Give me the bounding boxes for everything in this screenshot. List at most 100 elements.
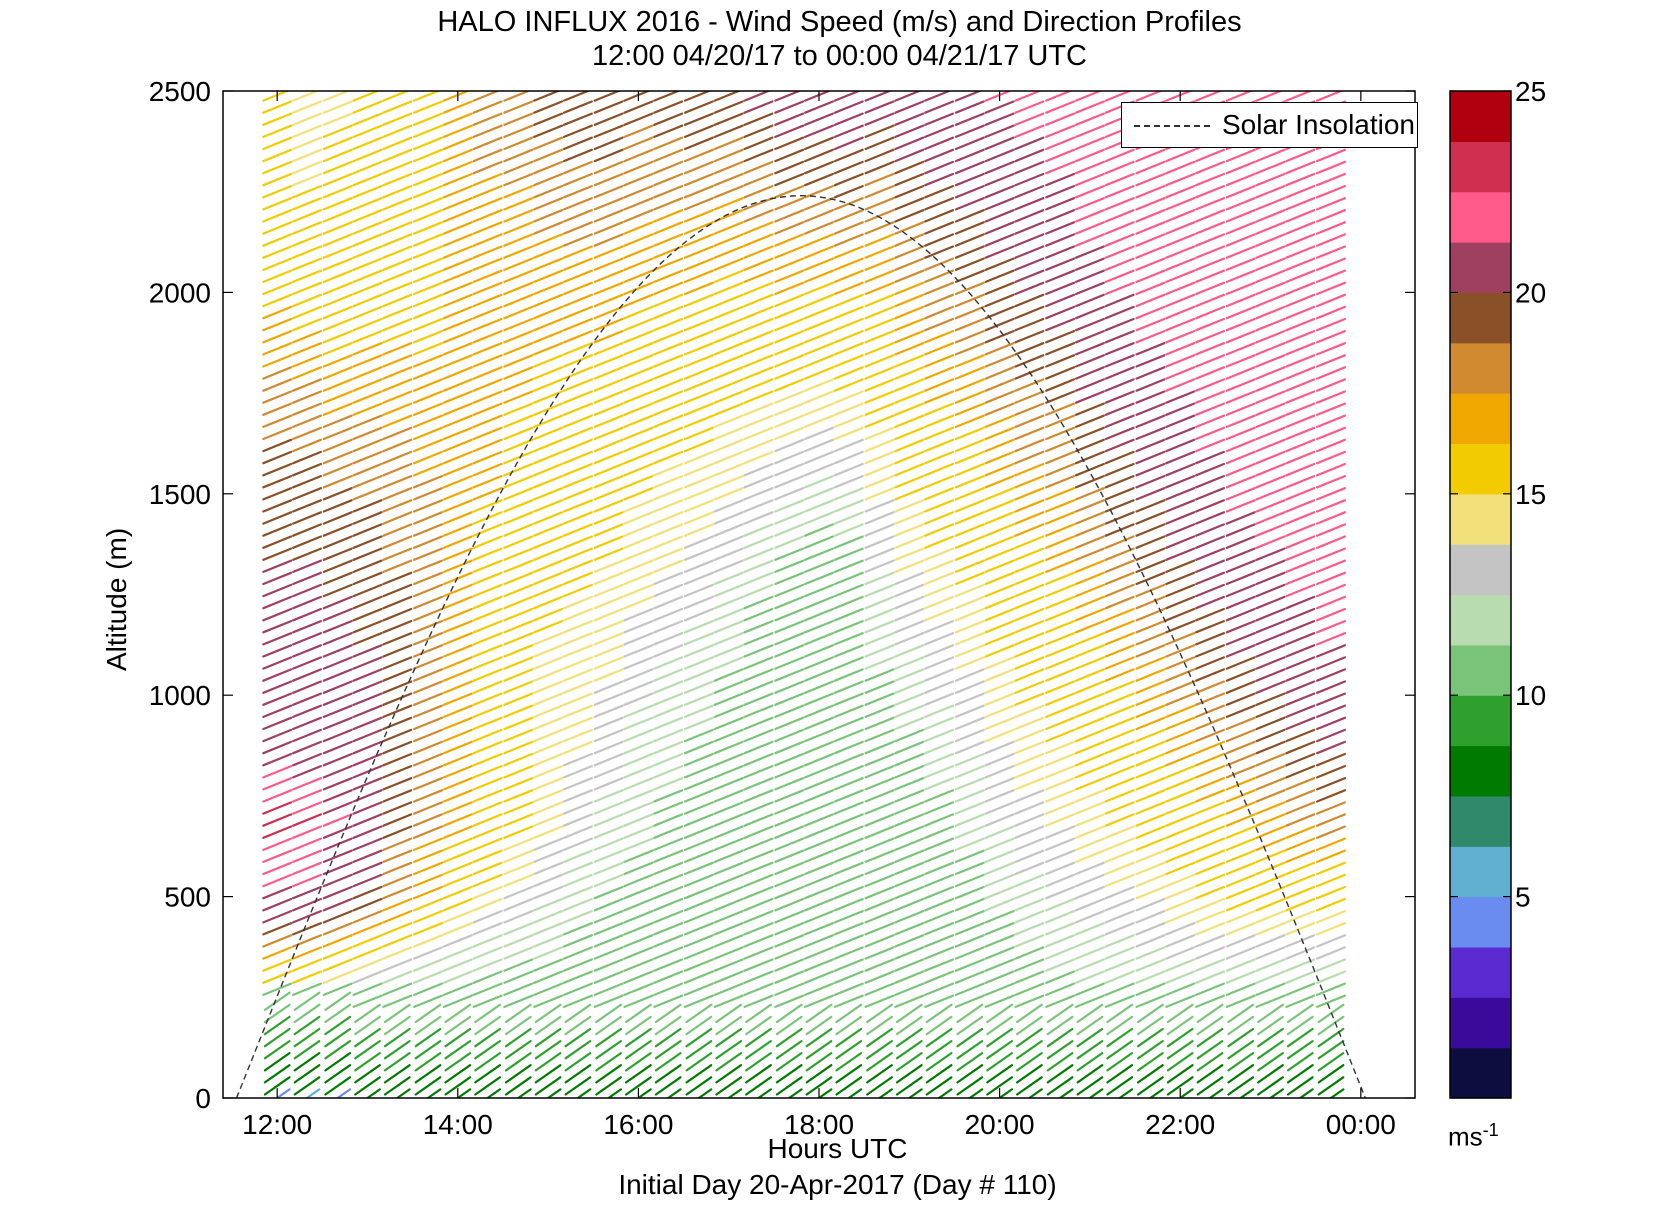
wind-barb: [322, 148, 353, 163]
wind-barb: [533, 813, 564, 827]
wind-barb: [774, 619, 805, 634]
wind-barb: [774, 873, 805, 888]
wind-barb: [924, 245, 955, 259]
wind-barb: [683, 185, 714, 199]
wind-barb: [1255, 402, 1286, 416]
wind-barb: [1255, 922, 1286, 936]
wind-barb: [533, 861, 564, 876]
wind-barb: [1165, 438, 1196, 453]
wind-barb: [413, 632, 443, 646]
wind-barb: [956, 1051, 984, 1072]
wind-barb: [956, 1015, 984, 1036]
wind-barb: [894, 632, 925, 646]
wind-barb: [624, 1064, 652, 1084]
wind-barb: [1194, 487, 1226, 501]
wind-barb: [442, 475, 473, 489]
wind-barb: [683, 958, 714, 972]
wind-barb: [683, 873, 714, 888]
wind-barb: [864, 354, 895, 368]
wind-barb: [713, 317, 744, 332]
wind-barb: [1074, 922, 1105, 936]
wind-barb: [1298, 1088, 1314, 1098]
wind-barb: [653, 511, 684, 525]
wind-barb: [653, 366, 684, 380]
wind-barb: [654, 1027, 682, 1048]
wind-barb: [1315, 885, 1347, 900]
wind-barb: [803, 583, 835, 598]
wind-barb: [1074, 547, 1105, 561]
wind-barb: [352, 257, 383, 271]
wind-barb: [984, 764, 1015, 779]
wind-barb: [954, 535, 985, 549]
wind-barb: [503, 607, 534, 622]
wind-barb: [803, 801, 835, 815]
wind-barb: [292, 619, 322, 634]
wind-barb: [1014, 909, 1045, 924]
wind-barb: [1165, 245, 1196, 259]
wind-barb: [1285, 801, 1316, 815]
wind-barb: [1225, 909, 1256, 924]
wind-barb: [352, 849, 383, 864]
wind-barb: [442, 535, 473, 549]
wind-barb: [442, 402, 473, 416]
wind-barb: [593, 692, 624, 706]
wind-barb: [352, 571, 383, 586]
wind-barb: [533, 559, 564, 574]
wind-barb: [683, 136, 714, 151]
wind-barb: [472, 197, 503, 211]
wind-barb: [833, 511, 864, 525]
wind-barb: [623, 716, 654, 731]
wind-barb: [413, 740, 443, 755]
wind-barb: [1165, 994, 1196, 1009]
wind-barb: [1135, 535, 1166, 549]
wind-barb: [623, 124, 654, 138]
wind-barb: [653, 148, 684, 163]
wind-barb: [683, 402, 714, 416]
wind-barb: [1286, 1003, 1314, 1024]
wind-barb: [322, 740, 353, 755]
wind-barb: [924, 897, 955, 912]
wind-barb: [533, 317, 564, 332]
wind-barb: [262, 656, 293, 670]
wind-barb: [472, 764, 503, 779]
wind-barb: [954, 366, 985, 380]
wind-barb: [1285, 402, 1316, 416]
wind-barb: [503, 136, 534, 151]
wind-barb: [1285, 317, 1316, 332]
wind-barb: [292, 438, 322, 453]
wind-barb: [803, 136, 835, 151]
wind-barb: [1194, 148, 1226, 163]
wind-barb: [984, 559, 1015, 574]
wind-barb: [503, 777, 534, 791]
wind-barb: [623, 342, 654, 356]
wind-barb: [262, 390, 293, 404]
wind-barb: [653, 209, 684, 223]
wind-barb: [472, 293, 503, 308]
wind-barb: [833, 185, 864, 199]
wind-barb: [1165, 619, 1196, 634]
wind-barb: [413, 475, 443, 489]
wind-barb: [1315, 632, 1347, 646]
wind-barb: [894, 281, 925, 296]
y-tick-label: 500: [164, 882, 211, 913]
wind-barb: [1015, 1015, 1043, 1036]
wind-barb: [533, 185, 564, 199]
wind-barb: [894, 366, 925, 380]
wind-barb: [1285, 595, 1316, 610]
wind-barb: [833, 245, 864, 259]
wind-barb: [653, 402, 684, 416]
wind-barb: [1135, 861, 1166, 876]
wind-barb: [1165, 813, 1196, 827]
wind-barb: [713, 342, 744, 356]
wind-barb: [352, 330, 383, 344]
wind-barb: [1285, 704, 1316, 719]
wind-barb: [864, 233, 895, 247]
wind-barb: [774, 160, 805, 175]
wind-barb: [1315, 607, 1347, 622]
wind-barb: [864, 897, 895, 912]
wind-barb: [623, 487, 654, 501]
wind-barb: [1135, 668, 1166, 682]
wind-barb: [1136, 1064, 1164, 1084]
wind-barb: [894, 293, 925, 308]
